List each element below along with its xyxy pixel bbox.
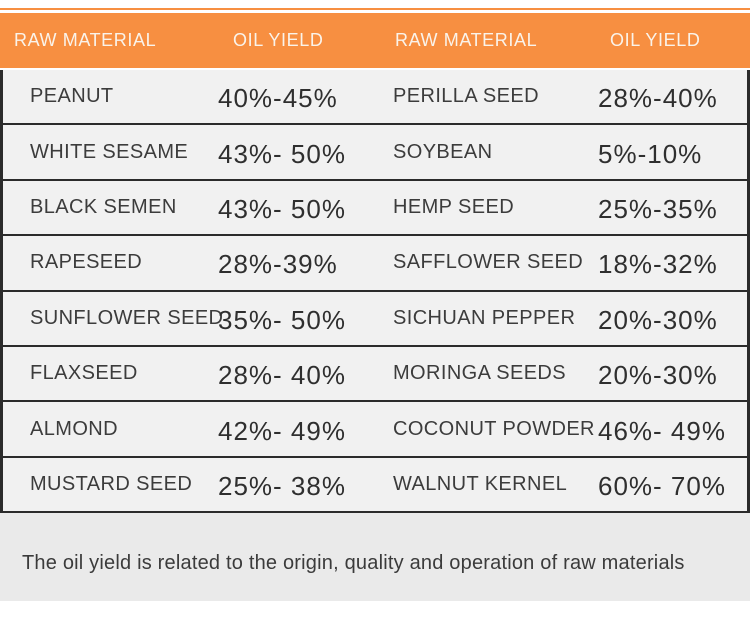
table-row: RAPESEED 28%-39% SAFFLOWER SEED 18%-32% xyxy=(3,236,747,292)
material-cell: RAPESEED xyxy=(30,251,143,274)
yield-cell: 5%-10% xyxy=(598,138,703,169)
yield-cell: 60%- 70% xyxy=(598,470,726,501)
table-row: FLAXSEED 28%- 40% MORINGA SEEDS 20%-30% xyxy=(3,346,747,403)
header-oil-yield-left: OIL YIELD xyxy=(233,30,324,50)
yield-cell: 28%-39% xyxy=(218,249,338,280)
header-oil-yield-right: OIL YIELD xyxy=(610,30,701,50)
table-row: MUSTARD SEED 25%- 38% WALNUT KERNEL 60%-… xyxy=(3,457,747,514)
material-cell: HEMP SEED xyxy=(393,195,515,218)
footer-note: The oil yield is related to the origin, … xyxy=(22,551,685,574)
table-row: BLACK SEMEN 43%- 50% HEMP SEED 25%-35% xyxy=(3,180,747,237)
material-cell: BLACK SEMEN xyxy=(30,195,177,218)
material-cell: ALMOND xyxy=(30,417,118,440)
yield-cell: 46%- 49% xyxy=(598,415,726,446)
yield-cell: 20%-30% xyxy=(598,360,718,391)
material-cell: WALNUT KERNEL xyxy=(393,472,568,495)
yield-cell: 25%- 38% xyxy=(218,470,346,501)
yield-cell: 20%-30% xyxy=(598,304,718,335)
yield-cell: 25%-35% xyxy=(598,193,718,224)
footer-note-bar: The oil yield is related to the origin, … xyxy=(0,513,750,602)
material-cell: SOYBEAN xyxy=(393,140,493,163)
material-cell: SUNFLOWER SEED xyxy=(30,306,224,329)
top-accent-rule xyxy=(0,8,750,10)
material-cell: MORINGA SEEDS xyxy=(393,362,567,385)
table-row: ALMOND 42%- 49% COCONUT POWDER 46%- 49% xyxy=(3,402,747,458)
table-header: RAW MATERIAL OIL YIELD RAW MATERIAL OIL … xyxy=(0,13,750,68)
material-cell: PERILLA SEED xyxy=(393,85,539,108)
material-cell: MUSTARD SEED xyxy=(30,472,193,495)
yield-cell: 43%- 50% xyxy=(218,138,346,169)
yield-cell: 43%- 50% xyxy=(218,193,346,224)
yield-cell: 35%- 50% xyxy=(218,304,346,335)
yield-cell: 28%- 40% xyxy=(218,360,346,391)
oil-yield-table-graphic: RAW MATERIAL OIL YIELD RAW MATERIAL OIL … xyxy=(0,8,750,630)
yield-cell: 28%-40% xyxy=(598,83,718,114)
table-row: PEANUT 40%-45% PERILLA SEED 28%-40% xyxy=(3,70,747,126)
table-row: WHITE SESAME 43%- 50% SOYBEAN 5%-10% xyxy=(3,125,747,181)
material-cell: PEANUT xyxy=(30,85,114,108)
yield-cell: 18%-32% xyxy=(598,249,718,280)
material-cell: WHITE SESAME xyxy=(30,140,189,163)
table-row: SUNFLOWER SEED 35%- 50% SICHUAN PEPPER 2… xyxy=(3,291,747,347)
yield-cell: 40%-45% xyxy=(218,83,338,114)
yield-cell: 42%- 49% xyxy=(218,415,346,446)
material-cell: COCONUT POWDER xyxy=(393,417,595,440)
header-raw-material-right: RAW MATERIAL xyxy=(395,30,538,50)
header-raw-material-left: RAW MATERIAL xyxy=(14,30,157,50)
material-cell: SICHUAN PEPPER xyxy=(393,306,576,329)
table-body: PEANUT 40%-45% PERILLA SEED 28%-40% WHIT… xyxy=(0,70,750,514)
material-cell: SAFFLOWER SEED xyxy=(393,251,584,274)
material-cell: FLAXSEED xyxy=(30,362,138,385)
